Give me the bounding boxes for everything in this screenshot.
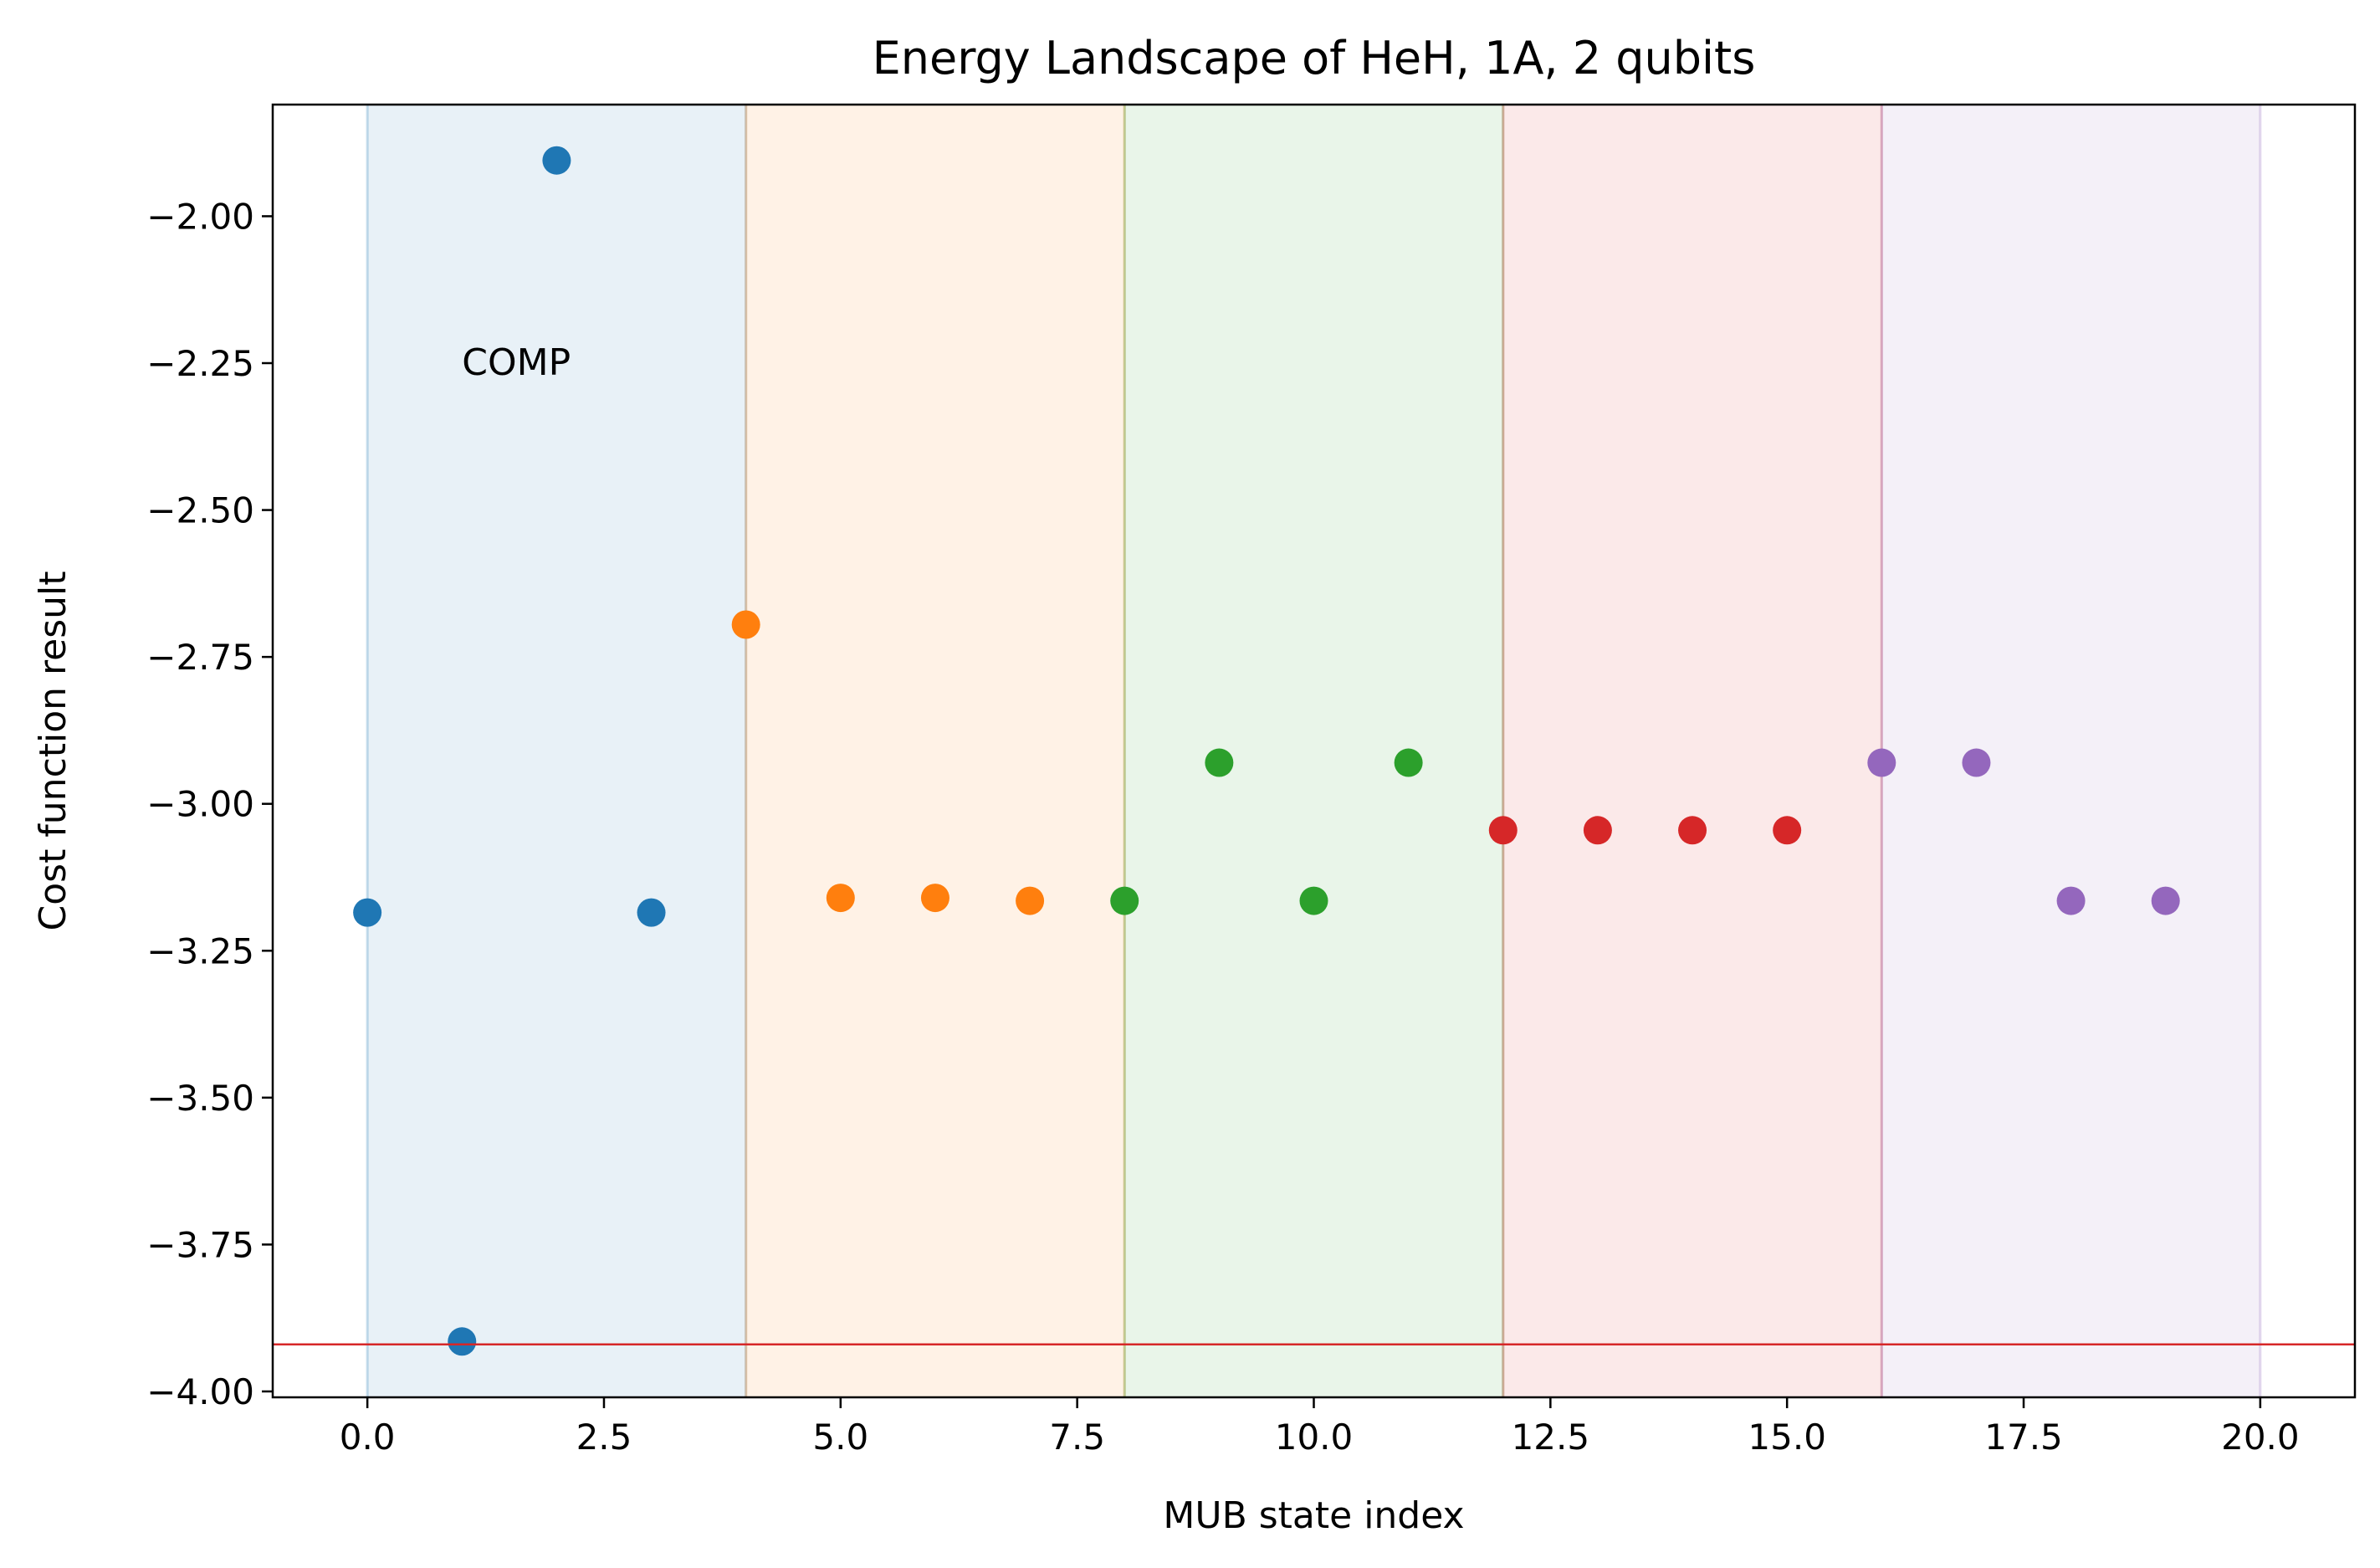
- x-tick-label-5: 12.5: [1512, 1417, 1590, 1458]
- data-point-s1-3: [1016, 886, 1045, 915]
- data-point-s2-3: [1394, 748, 1423, 777]
- data-point-s1-2: [920, 884, 949, 913]
- data-point-s0-2: [542, 146, 571, 175]
- data-point-s4-1: [1962, 748, 1991, 777]
- data-point-s3-1: [1583, 816, 1612, 845]
- x-tick-label-7: 17.5: [1984, 1417, 2063, 1458]
- data-point-s2-1: [1205, 748, 1234, 777]
- y-axis-ticks: −2.00 −2.25 −2.50 −2.75 −3.00 −3.25 −3.50 −3.75…: [146, 196, 273, 1412]
- data-point-s2-2: [1299, 886, 1328, 915]
- band-4: [1881, 105, 2260, 1397]
- data-point-s3-2: [1678, 816, 1707, 845]
- y-axis-title: Cost function result: [32, 571, 74, 930]
- band-2: [1124, 105, 1503, 1397]
- y-tick-label-1: −2.25: [146, 343, 254, 384]
- data-point-s4-3: [2151, 886, 2180, 915]
- x-tick-label-1: 2.5: [576, 1417, 632, 1458]
- data-point-s1-1: [826, 884, 855, 913]
- y-tick-label-5: −3.25: [146, 930, 254, 971]
- band-0: [367, 105, 746, 1397]
- y-tick-label-4: −3.00: [146, 784, 254, 825]
- data-points: [353, 146, 2180, 1356]
- x-tick-label-6: 15.0: [1748, 1417, 1826, 1458]
- y-tick-label-2: −2.50: [146, 490, 254, 531]
- y-tick-label-3: −2.75: [146, 637, 254, 678]
- band-3: [1502, 105, 1882, 1397]
- data-point-s0-3: [637, 898, 666, 927]
- x-tick-label-4: 10.0: [1275, 1417, 1354, 1458]
- data-point-s3-3: [1773, 816, 1802, 845]
- y-tick-label-6: −3.50: [146, 1078, 254, 1119]
- y-tick-label-0: −2.00: [146, 196, 254, 237]
- x-axis-title: MUB state index: [1163, 1494, 1464, 1537]
- chart-title: Energy Landscape of HeH, 1A, 2 qubits: [873, 32, 1756, 85]
- y-tick-label-8: −4.00: [146, 1371, 254, 1412]
- band-1: [745, 105, 1125, 1397]
- data-point-s4-0: [1867, 748, 1896, 777]
- x-tick-label-2: 5.0: [812, 1417, 868, 1458]
- data-point-s4-2: [2056, 886, 2086, 915]
- data-point-s0-0: [353, 898, 382, 927]
- y-tick-label-7: −3.75: [146, 1224, 254, 1265]
- x-tick-label-8: 20.0: [2221, 1417, 2300, 1458]
- data-point-s1-0: [731, 610, 760, 639]
- data-point-s3-0: [1488, 816, 1518, 845]
- x-tick-label-0: 0.0: [340, 1417, 396, 1458]
- annotation-comp: COMP: [462, 341, 571, 384]
- data-point-s2-0: [1110, 886, 1139, 915]
- background-bands: [366, 105, 2262, 1397]
- x-axis-ticks: 0.0 2.5 5.0 7.5 10.0 12.5 15.0 17.5 20.0: [340, 1397, 2300, 1458]
- x-tick-label-3: 7.5: [1049, 1417, 1105, 1458]
- data-point-s0-1: [448, 1327, 477, 1356]
